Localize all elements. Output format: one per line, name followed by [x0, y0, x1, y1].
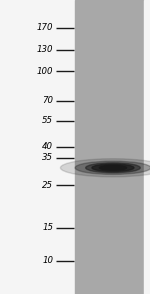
Text: 100: 100 [37, 67, 53, 76]
Text: 35: 35 [42, 153, 53, 162]
Text: 10: 10 [42, 256, 53, 265]
Ellipse shape [60, 159, 150, 177]
Bar [144, 0, 150, 294]
Text: 170: 170 [37, 23, 53, 32]
Bar [0, 0, 75, 294]
Text: 130: 130 [37, 45, 53, 54]
Text: 70: 70 [42, 96, 53, 105]
Bar [75, 0, 144, 294]
Ellipse shape [106, 166, 120, 169]
Ellipse shape [75, 161, 150, 174]
Ellipse shape [86, 163, 140, 173]
Ellipse shape [92, 164, 134, 171]
Text: 55: 55 [42, 116, 53, 125]
Text: 25: 25 [42, 181, 53, 190]
Text: 40: 40 [42, 142, 53, 151]
Text: 15: 15 [42, 223, 53, 232]
Ellipse shape [99, 165, 127, 170]
